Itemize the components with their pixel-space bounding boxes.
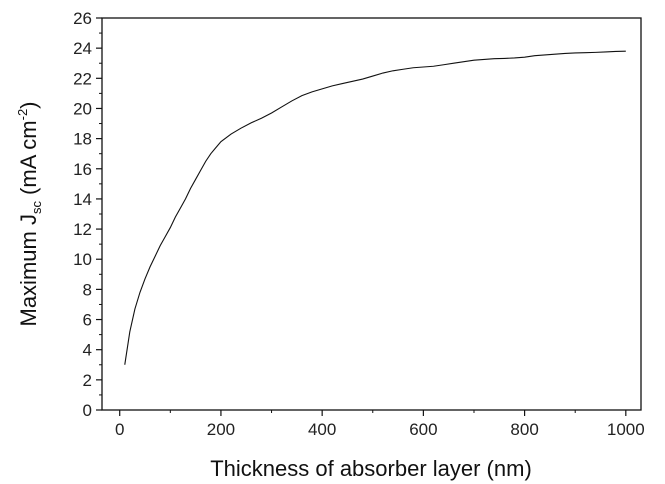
y-tick-label: 0 [83, 401, 92, 420]
y-tick-label: 22 [73, 69, 92, 88]
y-axis-title-subscript: sc [29, 201, 44, 215]
y-tick-label: 4 [83, 341, 92, 360]
y-tick-label: 14 [73, 190, 92, 209]
x-tick-label: 1000 [607, 420, 645, 439]
y-axis-title: Maximum Jsc (mA cm-2) [15, 101, 44, 326]
x-axis-ticks [119, 410, 627, 416]
x-tick-label: 600 [409, 420, 437, 439]
y-tick-label: 20 [73, 99, 92, 118]
y-tick-label: 18 [73, 130, 92, 149]
y-axis-title-main: Maximum J [16, 214, 41, 326]
y-axis-ticks [96, 17, 102, 411]
series-line-max-jsc [124, 50, 626, 365]
y-tick-label: 24 [73, 39, 92, 58]
y-tick-label: 8 [83, 280, 92, 299]
y-tick-label: 2 [83, 371, 92, 390]
x-tick-label: 800 [510, 420, 538, 439]
y-axis-title-units-close: ) [16, 101, 41, 108]
y-tick-label: 16 [73, 160, 92, 179]
y-tick-label: 10 [73, 250, 92, 269]
x-tick-label: 200 [207, 420, 235, 439]
x-axis-title: Thickness of absorber layer (nm) [210, 456, 532, 481]
x-tick-label: 400 [308, 420, 336, 439]
y-axis-title-superscript: -2 [15, 109, 30, 121]
y-axis-title-units: (mA cm [16, 120, 41, 201]
y-tick-label: 26 [73, 9, 92, 28]
x-axis-tick-labels: 0 200 400 600 800 1000 [115, 420, 645, 439]
y-tick-label: 6 [83, 311, 92, 330]
y-tick-label: 12 [73, 220, 92, 239]
x-tick-label: 0 [115, 420, 124, 439]
